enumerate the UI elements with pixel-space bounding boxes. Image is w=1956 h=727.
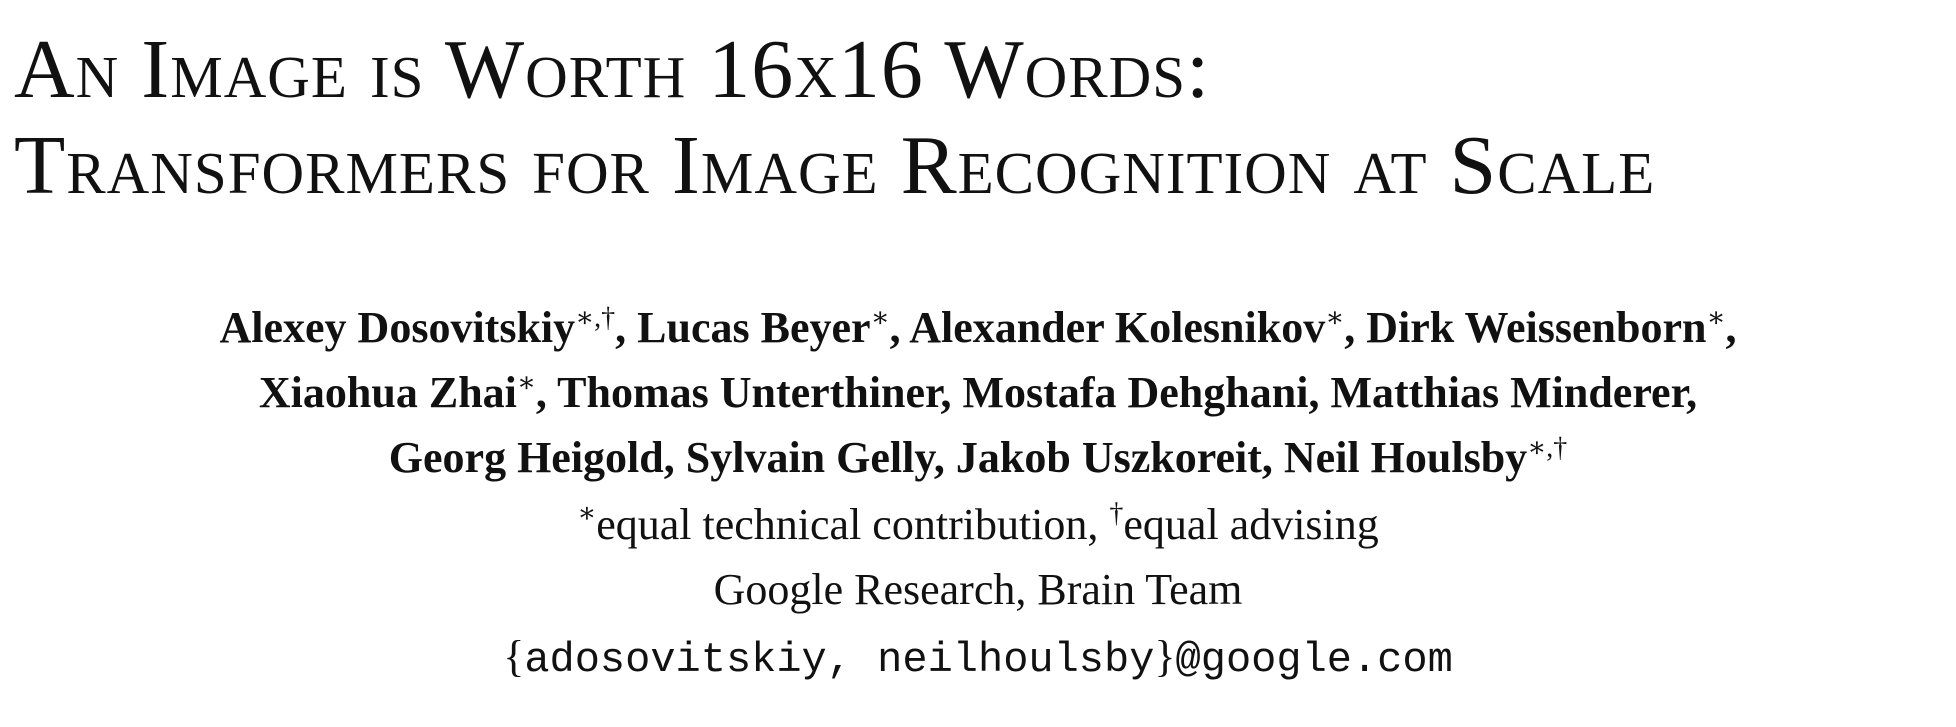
- author-separator: ,: [663, 433, 686, 482]
- email-domain: @google.com: [1175, 636, 1453, 684]
- author-separator: ,: [1344, 303, 1367, 352]
- author-name: Sylvain Gelly: [685, 433, 934, 482]
- email-usernames: adosovitskiy, neilhoulsby: [524, 636, 1155, 684]
- author-name: Mostafa Dehghani: [962, 368, 1309, 417]
- paper-title: An Image is Worth 16x16 Words: Transform…: [14, 22, 1956, 214]
- contact-email: {adosovitskiy, neilhoulsby}@google.com: [0, 624, 1956, 693]
- author-separator: ,: [940, 368, 963, 417]
- author-mark: ∗: [870, 302, 890, 334]
- author-separator: ,: [889, 303, 910, 352]
- affiliation: Google Research, Brain Team: [713, 565, 1243, 614]
- author-line-2: Xiaohua Zhai∗, Thomas Unterthiner, Mosta…: [0, 360, 1956, 425]
- email-close-brace: }: [1154, 632, 1176, 681]
- title-line-2: Transformers for Image Recognition at Sc…: [14, 119, 1656, 212]
- author-separator: ,: [535, 368, 558, 417]
- author-mark: ∗: [516, 367, 536, 399]
- author-mark: ∗,†: [1527, 432, 1568, 464]
- author-mark: ∗,†: [575, 302, 616, 334]
- author-separator: ,: [1686, 368, 1698, 417]
- author-separator: ,: [1725, 303, 1737, 352]
- author-line-3: Georg Heigold, Sylvain Gelly, Jakob Uszk…: [0, 425, 1956, 490]
- author-name: Thomas Unterthiner: [557, 368, 941, 417]
- author-separator: ,: [933, 433, 956, 482]
- author-name: Alexander Kolesnikov: [909, 303, 1326, 352]
- title-line-1: An Image is Worth 16x16 Words:: [14, 23, 1211, 116]
- author-mark: ∗: [1706, 302, 1726, 334]
- author-name: Alexey Dosovitskiy: [219, 303, 576, 352]
- author-separator: ,: [1308, 368, 1331, 417]
- contribution-note: ∗equal technical contribution, †equal ad…: [0, 492, 1956, 557]
- author-separator: ,: [1261, 433, 1284, 482]
- equal-contribution-mark: ∗: [577, 498, 597, 530]
- author-mark: ∗: [1325, 302, 1345, 334]
- author-name: Dirk Weissenborn: [1366, 303, 1707, 352]
- email-open-brace: {: [503, 632, 525, 681]
- author-name: Xiaohua Zhai: [258, 368, 517, 417]
- author-separator: ,: [615, 303, 638, 352]
- equal-advising-text: equal advising: [1123, 500, 1379, 549]
- author-name: Lucas Beyer: [637, 303, 871, 352]
- author-line-1: Alexey Dosovitskiy∗,†, Lucas Beyer∗, Ale…: [0, 295, 1956, 360]
- author-name: Neil Houlsby: [1283, 433, 1528, 482]
- author-name: Matthias Minderer: [1330, 368, 1687, 417]
- author-name: Georg Heigold: [388, 433, 664, 482]
- equal-advising-mark: †: [1109, 498, 1124, 530]
- equal-contribution-text: equal technical contribution,: [596, 500, 1110, 549]
- author-list: Alexey Dosovitskiy∗,†, Lucas Beyer∗, Ale…: [0, 295, 1956, 490]
- author-name: Jakob Uszkoreit: [955, 433, 1262, 482]
